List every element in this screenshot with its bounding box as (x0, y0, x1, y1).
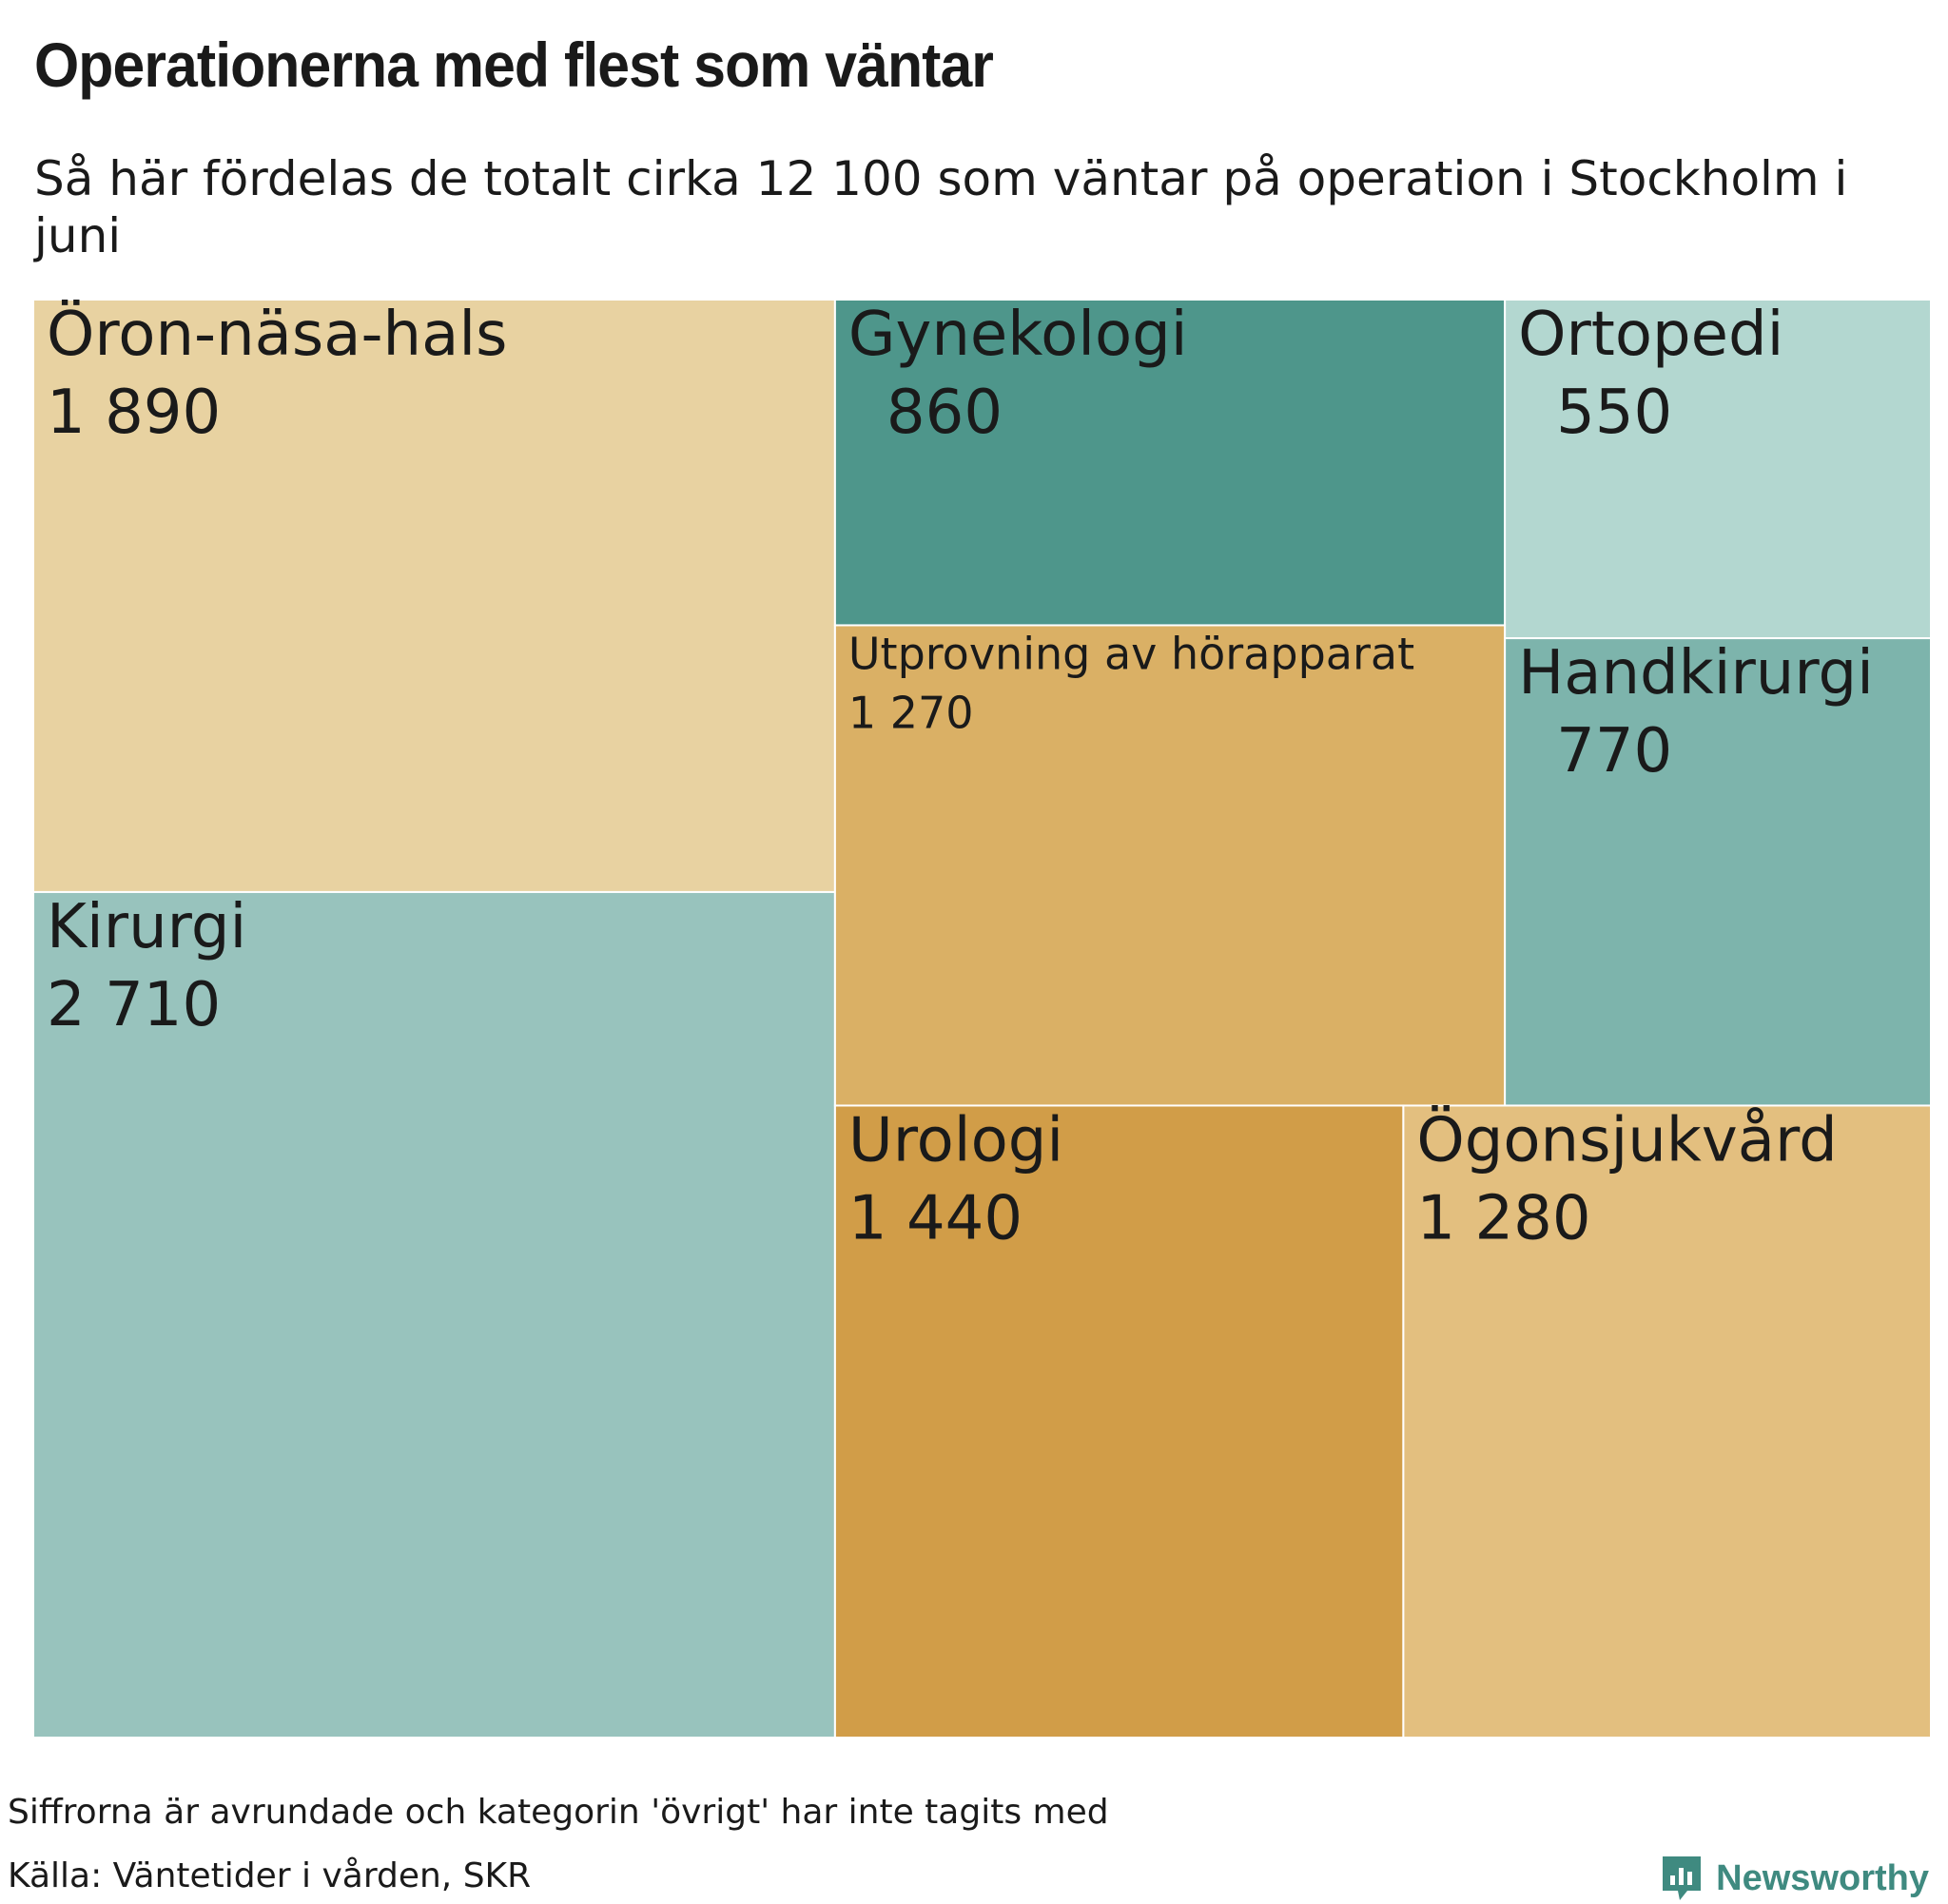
tile-name-label: Gynekologi (848, 300, 1188, 370)
tile-value-label: 1 440 (848, 1183, 1023, 1253)
tile-value-label: 550 (1556, 378, 1672, 448)
tile-value-label: 860 (886, 378, 1003, 448)
tile-ortopedi: Ortopedi 550 (1504, 300, 1931, 640)
tile-name-label: Utprovning av hörapparat (848, 628, 1414, 679)
newsworthy-logo-icon (1663, 1856, 1702, 1900)
tile-value-label: 1 890 (47, 378, 221, 448)
tile-utprovning-av-horapparat: Utprovning av hörapparat 1 270 (833, 624, 1507, 1107)
tile-name-label: Urologi (848, 1105, 1063, 1175)
tile-urologi: Urologi 1 440 (833, 1104, 1405, 1738)
tile-name-label: Öron-näsa-hals (47, 300, 507, 370)
source-note: Källa: Väntetider i vården, SKR (8, 1856, 532, 1895)
tile-value-label: 1 270 (848, 687, 974, 738)
tile-oron-nasa-hals: Öron-näsa-hals 1 890 (33, 300, 836, 893)
footnote: Siffrorna är avrundade och kategorin 'öv… (8, 1793, 1109, 1832)
tile-value-label: 1 280 (1416, 1183, 1590, 1253)
tile-rect (1504, 637, 1931, 1107)
tile-name-label: Kirurgi (47, 892, 246, 962)
tile-name-label: Ortopedi (1518, 300, 1783, 370)
tile-rect (33, 890, 836, 1738)
tile-gynekologi: Gynekologi 860 (833, 300, 1507, 627)
tile-value-label: 770 (1556, 716, 1672, 787)
chart-title: Operationerna med flest som väntar (34, 29, 994, 100)
tile-ogonsjukvard: Ögonsjukvård 1 280 (1402, 1104, 1931, 1738)
tile-rect (833, 1104, 1405, 1738)
treemap-svg: Öron-näsa-hals 1 890 Kirurgi 2 710 Gynekolog… (33, 300, 1931, 1738)
brand-name: Newsworthy (1716, 1857, 1929, 1898)
tile-value-label: 2 710 (47, 970, 221, 1040)
tile-rect (833, 624, 1507, 1107)
tile-rect (1402, 1104, 1931, 1738)
tile-name-label: Handkirurgi (1518, 638, 1874, 709)
treemap-chart: Öron-näsa-hals 1 890 Kirurgi 2 710 Gynekolog… (33, 300, 1931, 1738)
tile-rect (1504, 300, 1931, 640)
chart-subtitle: Så här fördelas de totalt cirka 12 100 s… (34, 151, 1848, 263)
tile-name-label: Ögonsjukvård (1416, 1104, 1837, 1175)
tile-kirurgi: Kirurgi 2 710 (33, 890, 836, 1738)
brand[interactable]: Newsworthy (1659, 1853, 1929, 1904)
tile-rect (33, 300, 836, 893)
